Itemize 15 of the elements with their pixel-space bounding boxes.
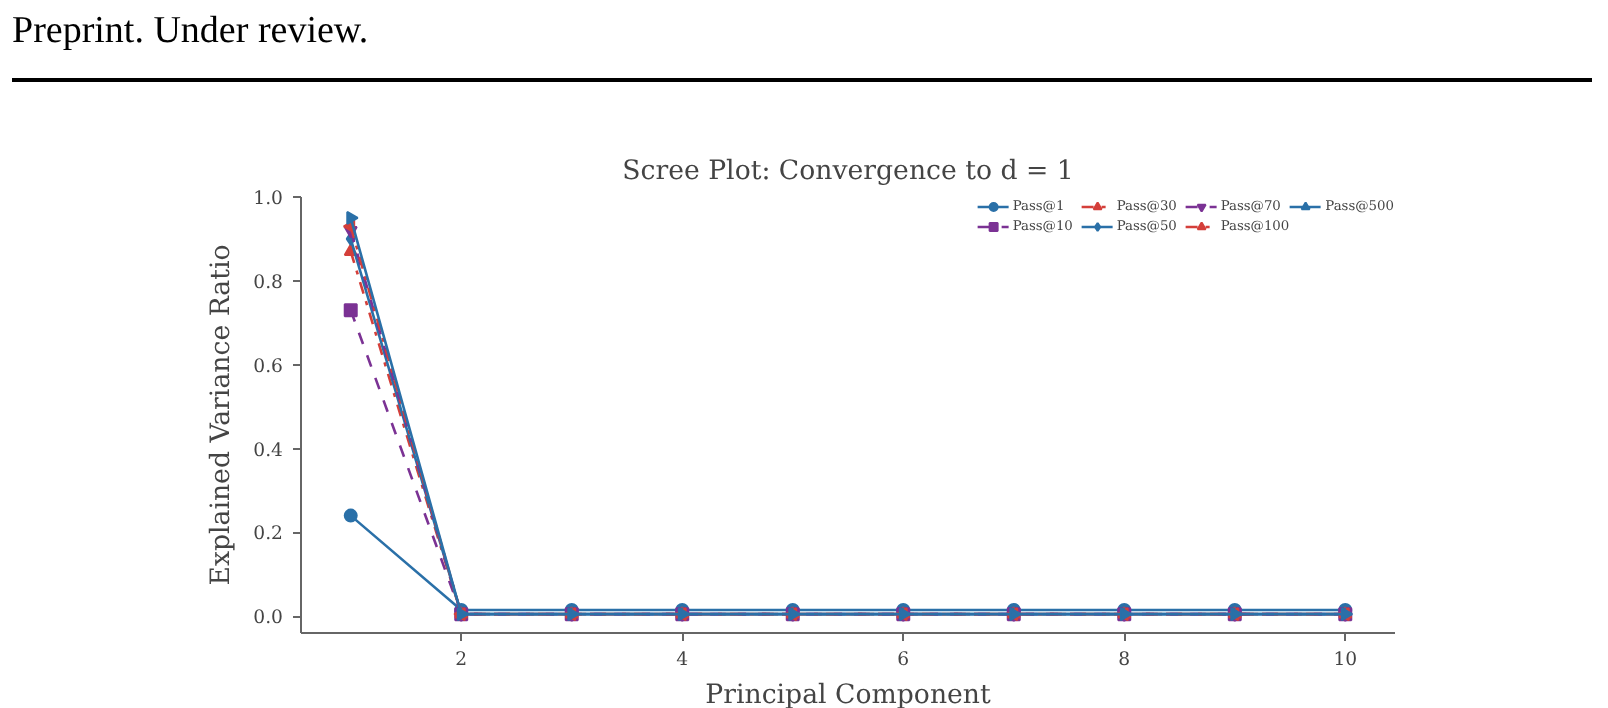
x-tick-label: 2 bbox=[455, 649, 468, 671]
x-axis-title: Principal Component bbox=[705, 681, 993, 708]
y-tick-label: 0.2 bbox=[253, 523, 284, 546]
y-tick-label: 1.0 bbox=[253, 188, 284, 210]
x-tick-label: 10 bbox=[1333, 649, 1358, 671]
chart-title: Scree Plot: Convergence to d = 1 bbox=[622, 157, 1074, 187]
x-tick-label: 8 bbox=[1118, 649, 1131, 671]
y-tick-label: 0.8 bbox=[253, 271, 284, 294]
y-tick-label: 0.6 bbox=[253, 355, 284, 378]
text: Preprint. Under review. bbox=[12, 10, 369, 54]
y-tick-label: 0.0 bbox=[253, 607, 284, 630]
x-tick-label: 6 bbox=[897, 649, 910, 671]
x-tick-label: 4 bbox=[676, 649, 689, 671]
y-tick-label: 0.4 bbox=[253, 439, 284, 462]
y-axis-title: Explained Variance Ratio bbox=[207, 244, 238, 586]
